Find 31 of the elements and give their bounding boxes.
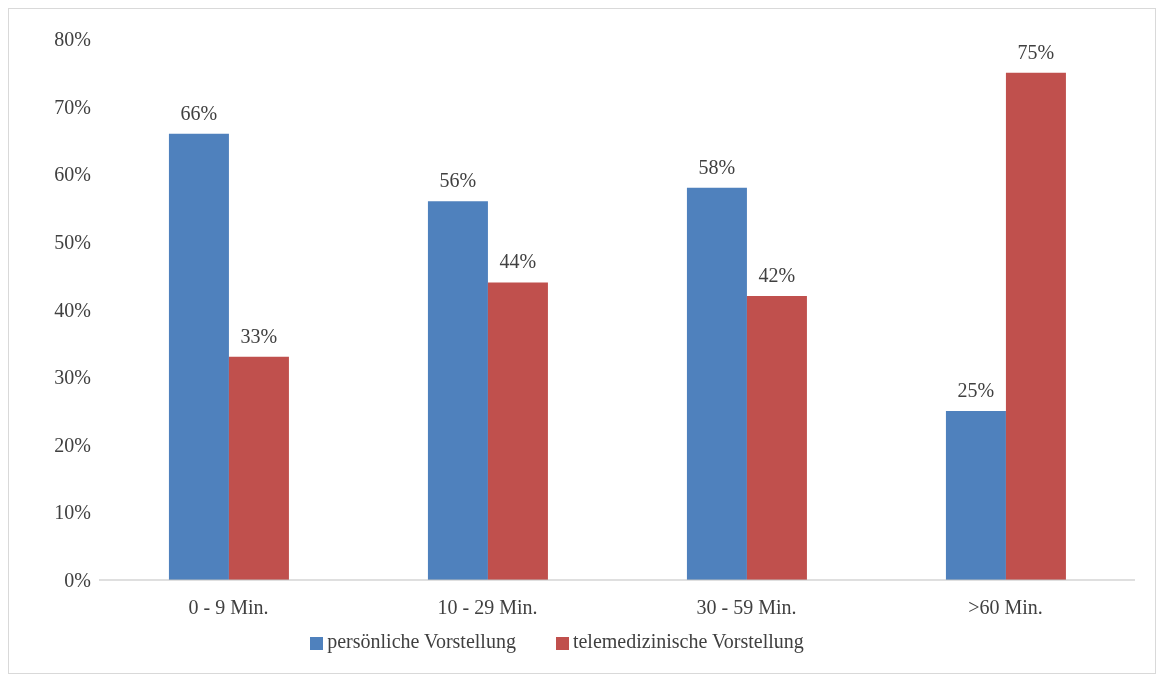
data-label: 44% xyxy=(499,250,537,273)
data-label: 66% xyxy=(180,101,218,124)
x-tick-label: 10 - 29 Min. xyxy=(437,596,538,619)
bar xyxy=(228,356,289,580)
data-label: 25% xyxy=(957,378,995,401)
y-tick-label: 70% xyxy=(54,95,91,118)
bar xyxy=(427,201,488,580)
y-tick-label: 50% xyxy=(54,230,91,253)
y-tick-label: 30% xyxy=(54,366,91,389)
x-tick-label: >60 Min. xyxy=(968,596,1043,619)
bar xyxy=(168,133,229,580)
y-tick-label: 60% xyxy=(54,163,91,186)
y-tick-label: 0% xyxy=(64,569,91,592)
legend-label: telemedizinische Vorstellung xyxy=(572,630,804,652)
x-tick-label: 0 - 9 Min. xyxy=(188,596,269,619)
data-label: 75% xyxy=(1017,40,1055,63)
bar xyxy=(1005,72,1066,580)
y-tick-label: 40% xyxy=(54,298,91,321)
y-tick-label: 20% xyxy=(54,433,91,456)
bar xyxy=(487,282,548,580)
bar xyxy=(746,295,807,580)
bar xyxy=(686,187,747,580)
data-label: 33% xyxy=(240,324,278,347)
data-label: 42% xyxy=(758,263,796,286)
y-tick-label: 10% xyxy=(54,501,91,524)
y-tick-label: 80% xyxy=(54,28,91,51)
bar xyxy=(945,410,1006,580)
data-label: 56% xyxy=(439,169,477,192)
x-tick-label: 30 - 59 Min. xyxy=(696,596,797,619)
legend-label: persönliche Vorstellung xyxy=(327,630,516,652)
data-label: 58% xyxy=(698,155,736,178)
